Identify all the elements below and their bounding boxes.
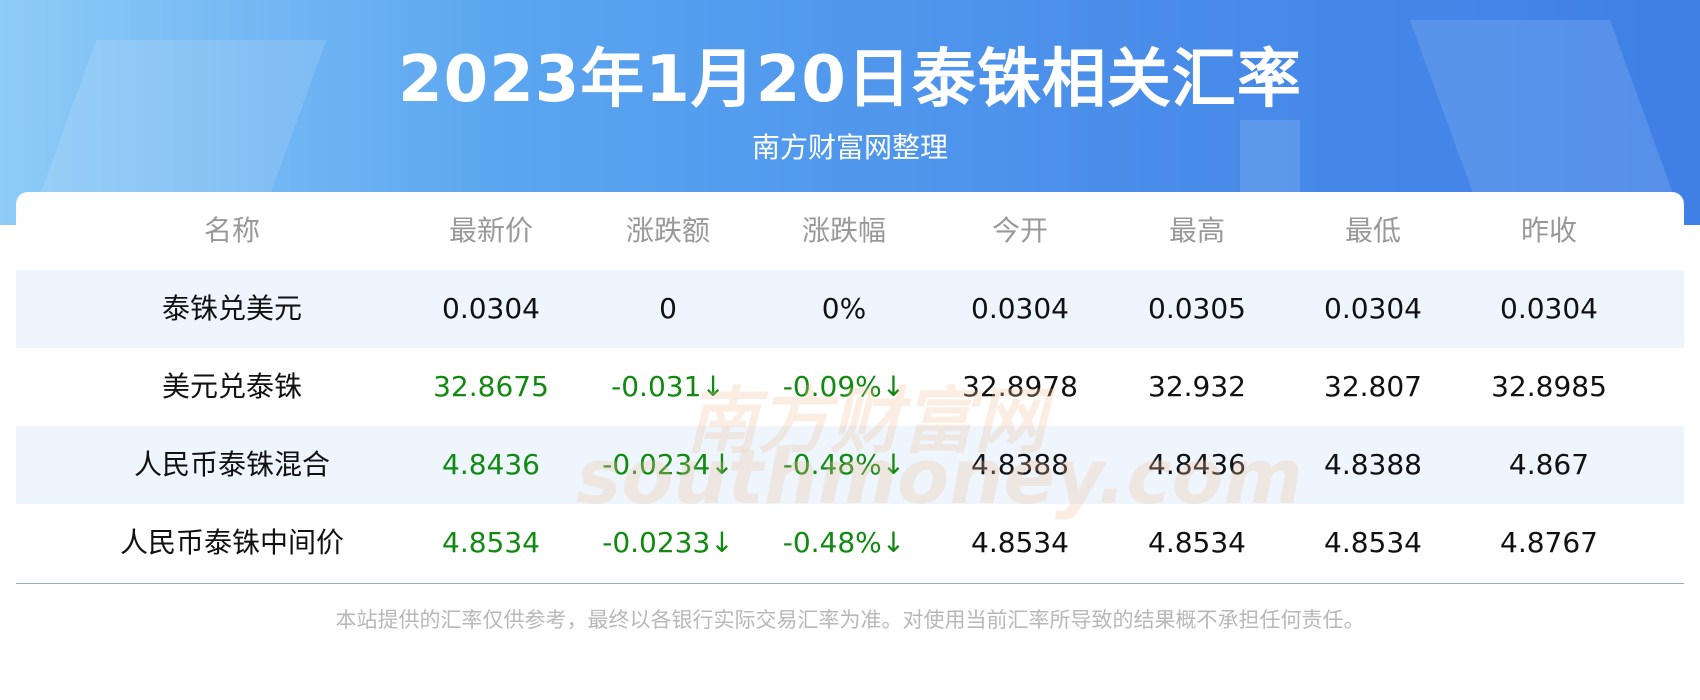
table-cell: 0.0304 (1324, 292, 1422, 325)
table-cell: 4.867 (1508, 448, 1590, 481)
table-cell: -0.0234↓ (602, 448, 734, 481)
table-cell: -0.09%↓ (782, 370, 906, 403)
table-cell: 4.8388 (1324, 448, 1422, 481)
table-row: 人民币泰铢中间价 4.8534 -0.0233↓ -0.48%↓ 4.8534 4.853… (16, 504, 1684, 582)
column-header: 昨收 (1520, 214, 1577, 247)
row-name: 泰铢兑美元 (161, 292, 302, 325)
table-row: 泰铢兑美元 0.0304 0 0% 0.0304 0.0305 0.0304 0.0304 (16, 270, 1684, 348)
table-cell: 32.8675 (433, 370, 549, 403)
table-cell: -0.0233↓ (602, 526, 734, 559)
table-cell: 4.8436 (442, 448, 540, 481)
table-cell: 4.8767 (1500, 526, 1598, 559)
table-cell: -0.48%↓ (782, 526, 906, 559)
header-banner: 2023年1月20日泰铢相关汇率 南方财富网整理 (0, 0, 1700, 225)
column-header: 最低 (1344, 214, 1401, 247)
table-cell: 4.8534 (1324, 526, 1422, 559)
table-cell: 4.8534 (442, 526, 540, 559)
table-cell: 32.932 (1148, 370, 1246, 403)
title: 2023年1月20日泰铢相关汇率 (398, 43, 1302, 117)
watermark: 南方财富网 (686, 379, 1047, 463)
table-cell: 32.8985 (1491, 370, 1607, 403)
disclaimer: 本站提供的汇率仅供参考，最终以各银行实际交易汇率为准。对使用当前汇率所导致的结果… (335, 608, 1365, 632)
column-header: 名称 (203, 214, 260, 247)
column-header: 最新价 (448, 214, 533, 247)
header-row: 名称 最新价 涨跌额 涨跌幅 今开 最高 最低 昨收 (16, 192, 1684, 270)
column-header: 今开 (991, 214, 1048, 247)
table-row: 人民币泰铢混合 4.8436 -0.0234↓ -0.48%↓ 4.8388 4.8436… (16, 426, 1684, 504)
table-cell: 0 (659, 292, 677, 325)
watermark: southmoney.com (576, 432, 1303, 521)
table-cell: -0.48%↓ (782, 448, 906, 481)
rate-table: 名称 最新价 涨跌额 涨跌幅 今开 最高 最低 昨收泰铢兑美元 0.0304 0 0% 0.0304 0… (16, 192, 1684, 584)
row-name: 人民币泰铢混合 (133, 448, 330, 481)
table-cell: 4.8436 (1148, 448, 1246, 481)
table-cell: 4.8534 (971, 526, 1069, 559)
table-cell: 4.8534 (1148, 526, 1246, 559)
column-header: 最高 (1168, 214, 1225, 247)
column-header: 涨跌额 (625, 214, 710, 247)
column-header: 涨跌幅 (801, 214, 886, 247)
table-cell: 0.0304 (442, 292, 540, 325)
row-name: 美元兑泰铢 (161, 370, 302, 403)
table-cell: -0.031↓ (611, 370, 725, 403)
table-cell: 0% (821, 292, 867, 325)
subtitle: 南方财富网整理 (751, 131, 948, 164)
table-cell: 0.0305 (1148, 292, 1246, 325)
table-cell: 0.0304 (971, 292, 1069, 325)
table-row: 美元兑泰铢 32.8675 -0.031↓ -0.09%↓ 32.8978 32.932 3… (16, 348, 1684, 426)
table-cell: 4.8388 (971, 448, 1069, 481)
table-cell: 32.8978 (962, 370, 1078, 403)
table-cell: 32.807 (1324, 370, 1422, 403)
row-name: 人民币泰铢中间价 (119, 526, 344, 559)
table-cell: 0.0304 (1500, 292, 1598, 325)
